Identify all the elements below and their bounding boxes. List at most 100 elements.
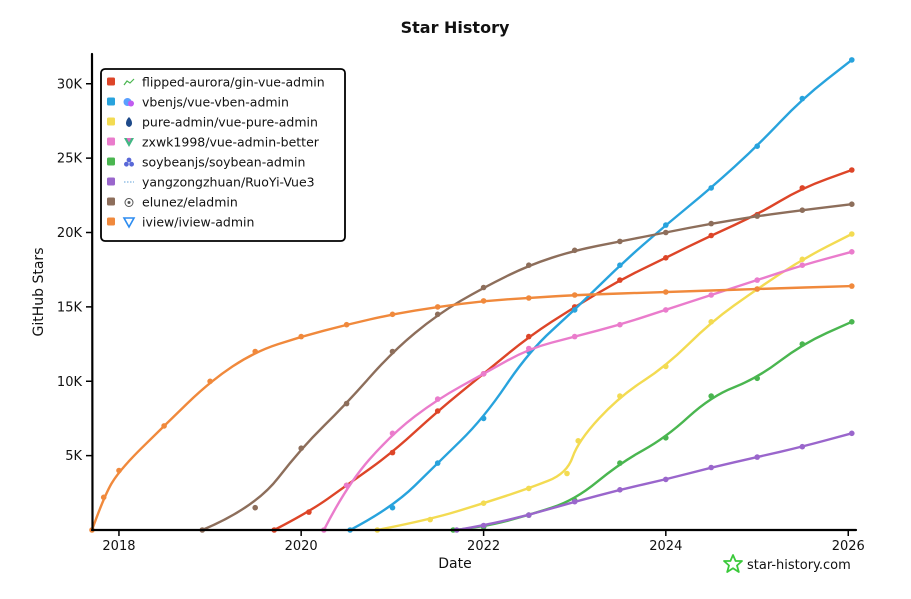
data-point[interactable] (252, 504, 258, 511)
data-point[interactable] (708, 185, 714, 191)
data-point[interactable] (434, 304, 441, 310)
data-point[interactable] (754, 277, 760, 283)
data-point[interactable] (343, 482, 350, 489)
legend-item[interactable]: yangzongzhuan/RuoYi-Vue3 (107, 175, 315, 190)
series-line[interactable] (273, 168, 853, 532)
data-point[interactable] (663, 289, 669, 295)
data-point[interactable] (571, 333, 578, 340)
data-point[interactable] (116, 467, 122, 474)
series-line[interactable] (201, 203, 853, 532)
data-point[interactable] (663, 229, 669, 236)
data-point[interactable] (849, 430, 855, 437)
data-point[interactable] (617, 393, 623, 399)
data-point[interactable] (434, 408, 441, 414)
data-point[interactable] (434, 311, 441, 318)
data-point[interactable] (389, 430, 396, 437)
data-point[interactable] (663, 254, 669, 261)
data-point[interactable] (799, 443, 806, 450)
data-point[interactable] (849, 201, 855, 207)
data-point[interactable] (617, 460, 623, 466)
data-point[interactable] (849, 249, 855, 255)
data-point[interactable] (427, 516, 434, 523)
data-point[interactable] (526, 345, 532, 352)
series-line[interactable] (455, 432, 853, 532)
data-point[interactable] (617, 487, 623, 493)
data-point[interactable] (389, 449, 396, 456)
data-point[interactable] (799, 341, 806, 347)
legend-item[interactable]: elunez/eladmin (107, 195, 238, 210)
legend-item[interactable]: iview/iview-admin (107, 215, 254, 230)
data-point[interactable] (617, 238, 623, 245)
data-point[interactable] (708, 232, 714, 239)
data-point[interactable] (799, 262, 806, 269)
data-point[interactable] (298, 333, 305, 340)
data-point[interactable] (663, 222, 669, 228)
data-point[interactable] (575, 438, 581, 444)
data-point[interactable] (849, 231, 855, 237)
data-point[interactable] (161, 423, 167, 429)
data-point[interactable] (526, 512, 532, 518)
data-point[interactable] (343, 321, 350, 328)
data-point[interactable] (526, 485, 532, 492)
data-point[interactable] (571, 247, 578, 254)
data-point[interactable] (754, 286, 760, 292)
data-point[interactable] (480, 371, 487, 377)
data-point[interactable] (663, 435, 669, 441)
data-point[interactable] (754, 375, 760, 382)
data-point[interactable] (207, 378, 213, 385)
data-point[interactable] (434, 396, 441, 402)
data-point[interactable] (708, 464, 714, 471)
data-point[interactable] (849, 319, 855, 325)
data-point[interactable] (754, 454, 760, 460)
series-line[interactable] (348, 58, 853, 532)
data-point[interactable] (480, 415, 487, 422)
legend-item[interactable]: soybeanjs/soybean-admin (107, 155, 305, 170)
brand-watermark[interactable]: star-history.com (723, 554, 851, 573)
data-point[interactable] (617, 262, 623, 269)
data-point[interactable] (663, 363, 669, 370)
legend-item[interactable]: pure-admin/vue-pure-admin (107, 115, 318, 130)
data-point[interactable] (708, 220, 714, 227)
data-point[interactable] (298, 445, 305, 452)
data-point[interactable] (799, 95, 806, 102)
data-point[interactable] (799, 256, 806, 263)
data-point[interactable] (480, 522, 487, 529)
series-line[interactable] (376, 232, 853, 532)
data-point[interactable] (708, 393, 714, 399)
data-point[interactable] (389, 348, 396, 355)
data-point[interactable] (343, 400, 350, 407)
data-point[interactable] (389, 504, 396, 511)
legend-item[interactable]: vbenjs/vue-vben-admin (107, 95, 289, 110)
series-line[interactable] (90, 284, 853, 532)
data-point[interactable] (849, 167, 855, 173)
series-line[interactable] (452, 320, 853, 532)
data-point[interactable] (754, 143, 760, 149)
data-point[interactable] (849, 57, 855, 63)
data-point[interactable] (571, 498, 578, 505)
data-point[interactable] (306, 509, 312, 515)
data-point[interactable] (389, 311, 396, 318)
series-line[interactable] (322, 250, 853, 532)
data-point[interactable] (526, 295, 532, 301)
data-point[interactable] (799, 185, 806, 191)
data-point[interactable] (663, 476, 669, 483)
data-point[interactable] (100, 494, 107, 501)
data-point[interactable] (663, 307, 669, 313)
data-point[interactable] (480, 500, 487, 507)
legend-item[interactable]: flipped-aurora/gin-vue-admin (107, 75, 325, 90)
data-point[interactable] (708, 292, 714, 298)
data-point[interactable] (849, 283, 855, 289)
data-point[interactable] (480, 298, 487, 304)
data-point[interactable] (526, 262, 532, 269)
data-point[interactable] (799, 207, 806, 213)
data-point[interactable] (617, 321, 623, 328)
data-point[interactable] (571, 307, 578, 313)
data-point[interactable] (571, 292, 578, 298)
data-point[interactable] (526, 333, 532, 340)
data-point[interactable] (434, 460, 441, 466)
legend-item[interactable]: zxwk1998/vue-admin-better (107, 135, 320, 150)
data-point[interactable] (564, 470, 570, 477)
data-point[interactable] (708, 319, 714, 325)
data-point[interactable] (252, 348, 258, 355)
data-point[interactable] (480, 284, 487, 291)
